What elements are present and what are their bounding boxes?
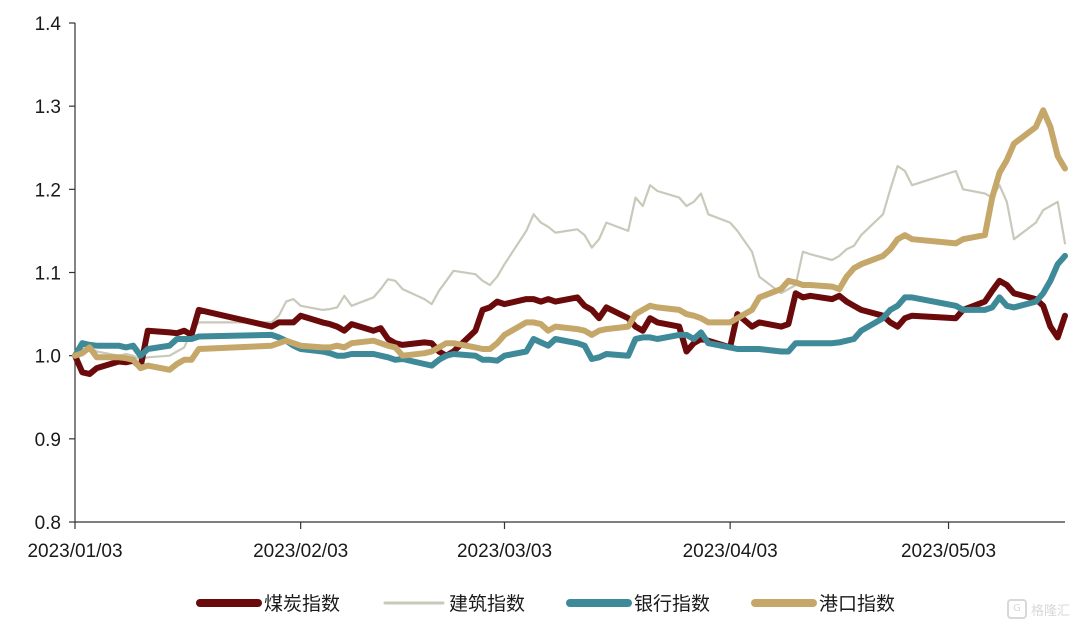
legend-label-1: 煤炭指数 xyxy=(264,593,340,615)
x-tick-label: 2023/03/03 xyxy=(457,541,552,562)
gelonghui-logo-icon: G xyxy=(1006,599,1027,619)
x-tick-label: 2023/02/03 xyxy=(253,541,348,562)
x-tick-label: 2023/05/03 xyxy=(901,541,996,562)
legend-label-2: 建筑指数 xyxy=(449,593,525,615)
legend-label-4: 港口指数 xyxy=(819,593,895,615)
y-tick-label: 1.1 xyxy=(35,264,61,285)
y-tick-label: 0.9 xyxy=(35,430,61,451)
axes: 0.8 0.9 1.0 1.1 1.2 1.3 1.4 2023/01/03 2023/02/0… xyxy=(27,14,1065,562)
y-tick-label: 1.4 xyxy=(35,14,62,35)
series-line-3 xyxy=(72,252,1068,369)
x-tick-label: 2023/04/03 xyxy=(683,541,778,562)
y-tick-label: 1.2 xyxy=(35,180,61,201)
y-tick-label: 1.3 xyxy=(35,97,61,118)
y-tick-label: 1.0 xyxy=(35,347,61,368)
y-tick-label: 0.8 xyxy=(35,513,61,534)
legend-label-3: 银行指数 xyxy=(634,593,710,615)
x-tick-label: 2023/01/03 xyxy=(27,541,122,562)
series-lines xyxy=(72,107,1068,377)
series-line-4 xyxy=(72,107,1068,373)
series-line-1 xyxy=(72,277,1068,377)
watermark-text: 格隆汇 xyxy=(1030,603,1070,619)
legend: 煤炭指数 建筑指数 银行指数 港口指数 xyxy=(196,593,895,615)
watermark: G 格隆汇 xyxy=(1006,599,1070,619)
series-line-2 xyxy=(73,164,1067,361)
